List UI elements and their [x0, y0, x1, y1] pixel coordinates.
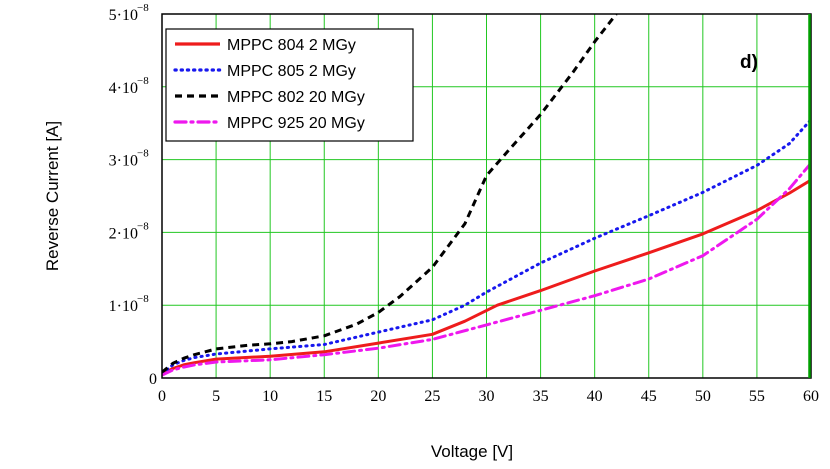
y-tick-exponent: −8 [137, 220, 149, 232]
x-tick-label-4: 20 [370, 388, 386, 405]
x-tick-label-0: 0 [158, 388, 166, 405]
y-tick-exponent: −8 [137, 293, 149, 305]
series-line-2 [162, 118, 811, 376]
panel-label: d) [740, 52, 758, 73]
x-tick-label-1: 5 [212, 388, 220, 405]
y-tick-label-1: 1·10 −8 [109, 293, 150, 315]
x-tick-label-7: 35 [533, 388, 549, 405]
y-tick-label-4: 4·10 −8 [109, 75, 150, 97]
plot-frame [161, 13, 812, 379]
x-tick-label-9: 45 [641, 388, 657, 405]
x-tick-label-6: 30 [479, 388, 495, 405]
legend-label-4: MPPC 925 20 MGy [227, 115, 365, 132]
y-tick-mantissa: 5·10 [109, 7, 138, 24]
y-tick-exponent: −8 [137, 148, 149, 160]
y-tick-mantissa: 3·10 [109, 153, 138, 170]
x-tick-label-3: 15 [316, 388, 332, 405]
legend: MPPC 804 2 MGy MPPC 805 2 MGy MPPC 802 20 … [165, 28, 414, 142]
y-tick-mantissa: 4·10 [109, 80, 138, 97]
series-line-4 [162, 161, 811, 377]
x-tick-label-8: 40 [587, 388, 603, 405]
y-tick-label-2: 2·10 −8 [109, 220, 150, 242]
y-tick-label-0: 0 [149, 371, 157, 388]
y-tick-exponent: −8 [137, 75, 149, 87]
x-axis-label: Voltage [V] [431, 442, 513, 461]
x-tick-label-5: 25 [424, 388, 440, 405]
legend-label-1: MPPC 804 2 MGy [227, 37, 356, 54]
x-axis-ticks: 0 5 10 15 20 25 30 35 40 45 50 55 60 [158, 388, 819, 405]
y-axis-label: Reverse Current [A] [43, 121, 62, 271]
y-tick-mantissa: 0 [149, 371, 157, 388]
x-tick-label-12: 60 [803, 388, 819, 405]
y-tick-label-3: 3·10 −8 [109, 148, 150, 170]
y-tick-label-5: 5·10 −8 [109, 2, 150, 24]
x-tick-label-2: 10 [262, 388, 278, 405]
x-tick-label-10: 50 [695, 388, 711, 405]
series-line-1 [162, 178, 811, 376]
series-layer [162, 14, 811, 377]
y-axis-ticks: 01·10 −82·10 −83·10 −84·10 −85·10 −8 [109, 2, 157, 388]
x-tick-label-11: 55 [749, 388, 765, 405]
legend-label-3: MPPC 802 20 MGy [227, 89, 365, 106]
y-tick-mantissa: 2·10 [109, 225, 138, 242]
series-line-3 [162, 14, 618, 374]
y-tick-mantissa: 1·10 [109, 298, 138, 315]
legend-label-2: MPPC 805 2 MGy [227, 63, 356, 80]
y-tick-exponent: −8 [137, 2, 149, 14]
